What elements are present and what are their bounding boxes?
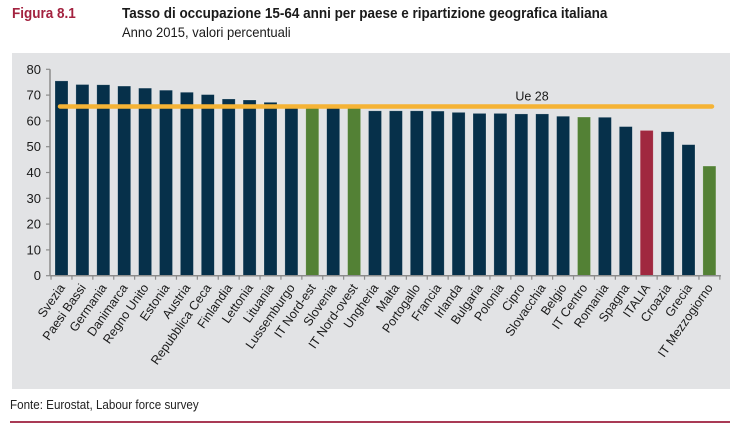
bar: [347, 106, 361, 276]
bar: [201, 94, 215, 276]
figure-number: Figura 8.1: [12, 6, 76, 22]
bar: [618, 126, 633, 276]
y-tick-label: 20: [27, 217, 41, 232]
source-note: Fonte: Eurostat, Labour force survey: [10, 398, 199, 412]
bar: [493, 113, 508, 276]
bar: [556, 115, 570, 276]
bar: [535, 113, 550, 277]
bar: [639, 130, 654, 276]
bar: [75, 84, 90, 276]
bar: [180, 91, 194, 277]
y-tick-label: 70: [27, 88, 41, 103]
bar: [305, 106, 320, 277]
bar: [409, 110, 424, 276]
y-tick-label: 50: [27, 139, 41, 154]
y-tick-label: 0: [34, 268, 41, 283]
bar: [451, 112, 466, 276]
bar: [221, 98, 236, 276]
bottom-rule: [10, 421, 730, 423]
bar: [54, 80, 69, 276]
bar: [159, 89, 173, 276]
bar: [514, 113, 529, 277]
bar: [577, 116, 591, 276]
bar: [389, 110, 403, 276]
bar: [263, 102, 278, 277]
y-tick-label: 60: [27, 113, 41, 128]
bar: [96, 84, 111, 276]
bar: [326, 107, 341, 277]
reference-line-label: Ue 28: [515, 89, 548, 103]
bar: [430, 110, 445, 277]
chart-title: Tasso di occupazione 15-64 anni per paes…: [122, 6, 608, 22]
bar: [598, 116, 612, 277]
y-tick-label: 80: [27, 62, 41, 77]
bar: [681, 144, 696, 276]
bar: [117, 85, 131, 277]
bar: [472, 113, 487, 276]
bar: [660, 131, 675, 276]
bar: [702, 165, 717, 277]
chart-subtitle: Anno 2015, valori percentuali: [122, 24, 291, 40]
bar: [368, 110, 382, 276]
y-tick-label: 30: [27, 191, 41, 206]
bar: [138, 87, 152, 276]
bar: [242, 99, 257, 276]
y-tick-label: 10: [27, 242, 41, 257]
y-tick-label: 40: [27, 165, 41, 180]
bar: [284, 106, 299, 277]
